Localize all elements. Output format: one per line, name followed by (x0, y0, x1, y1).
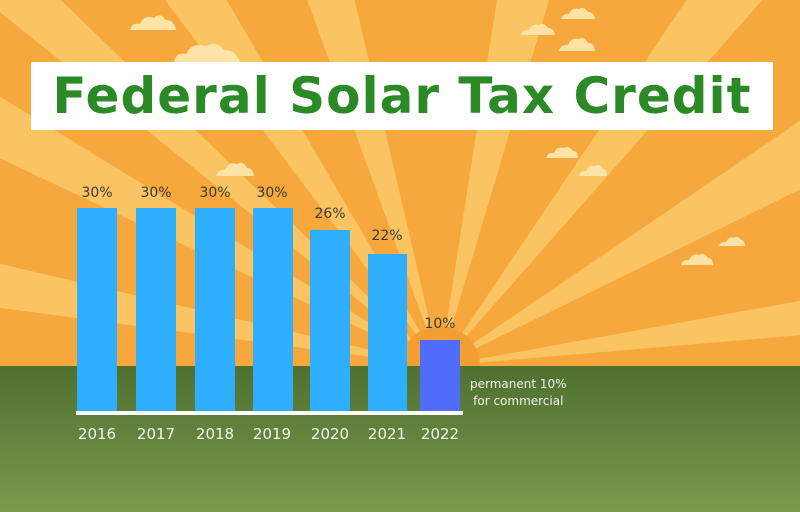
year-label: 2021 (367, 425, 407, 443)
value-label: 30% (256, 185, 288, 201)
cloud-icon (559, 38, 595, 51)
year-label: 2017 (136, 425, 176, 443)
bar-2020 (310, 230, 350, 413)
cloud-icon (681, 254, 713, 265)
year-label: 2018 (195, 425, 235, 443)
bar-2016 (77, 208, 117, 413)
cloud-icon (216, 162, 254, 176)
bar-2022 (420, 340, 460, 413)
value-label: 26% (314, 206, 346, 222)
cloud-icon (546, 147, 578, 158)
bar-2017 (136, 208, 176, 413)
value-label: 30% (140, 185, 172, 201)
value-label: 30% (81, 185, 113, 201)
year-label: 2016 (77, 425, 117, 443)
chart-title: Federal Solar Tax Credit (52, 67, 752, 125)
note-line-1: permanent 10% (470, 377, 567, 391)
x-axis-line (76, 411, 463, 415)
title-banner: Federal Solar Tax Credit (31, 62, 773, 130)
value-label: 10% (424, 316, 456, 332)
year-label: 2020 (310, 425, 350, 443)
cloud-icon (130, 15, 176, 30)
note-line-2: for commercial (473, 394, 564, 408)
value-label: 30% (199, 185, 231, 201)
bar-2018 (195, 208, 235, 413)
commercial-note: permanent 10% for commercial (470, 376, 567, 410)
year-label: 2019 (252, 425, 292, 443)
cloud-icon (521, 24, 555, 35)
year-label: 2022 (420, 425, 460, 443)
value-label: 22% (371, 228, 403, 244)
cloud-icon (719, 236, 745, 246)
bar-2019 (253, 208, 293, 413)
cloud-icon (579, 165, 607, 176)
bar-2021 (368, 254, 407, 413)
cloud-icon (561, 8, 595, 19)
cloud-icon (174, 43, 240, 62)
